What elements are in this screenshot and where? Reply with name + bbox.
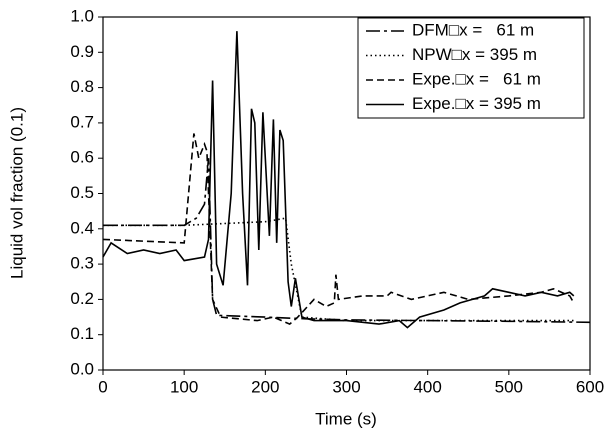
y-tick-label: 0.7: [70, 112, 94, 131]
y-tick-label: 0.9: [70, 42, 94, 61]
y-tick-label: 0.6: [70, 148, 94, 167]
y-tick-label: 0.4: [70, 218, 94, 237]
series-line: [103, 217, 574, 322]
y-tick-label: 0.8: [70, 77, 94, 96]
legend-label: Expe.□x = 395 m: [412, 94, 541, 113]
y-tick-label: 1.0: [70, 6, 94, 25]
y-tick-label: 0.5: [70, 183, 94, 202]
legend-box: [357, 17, 585, 119]
series-line: [103, 158, 591, 324]
x-tick-label: 500: [495, 377, 523, 396]
y-axis-label: Liquid vol fraction (0.1): [7, 107, 26, 279]
x-tick-label: 200: [251, 377, 279, 396]
x-tick-label: 300: [332, 377, 360, 396]
legend-label: NPW□x = 395 m: [412, 45, 537, 64]
series-line: [102, 31, 575, 329]
x-tick-label: 0: [98, 377, 107, 396]
plot-frame: [102, 16, 591, 371]
x-axis-label: Time (s): [315, 409, 377, 428]
legend-label: Expe.□x = 61 m: [412, 69, 541, 88]
y-tick-label: 0.0: [70, 359, 94, 378]
y-tick-label: 0.3: [70, 254, 94, 273]
x-tick-label: 400: [413, 377, 441, 396]
x-tick-label: 600: [576, 377, 604, 396]
legend-label: DFM□x = 61 m: [412, 20, 534, 39]
y-tick-label: 0.2: [70, 289, 94, 308]
x-tick-label: 100: [170, 377, 198, 396]
y-tick-label: 0.1: [70, 324, 94, 343]
series-line: [102, 133, 575, 326]
